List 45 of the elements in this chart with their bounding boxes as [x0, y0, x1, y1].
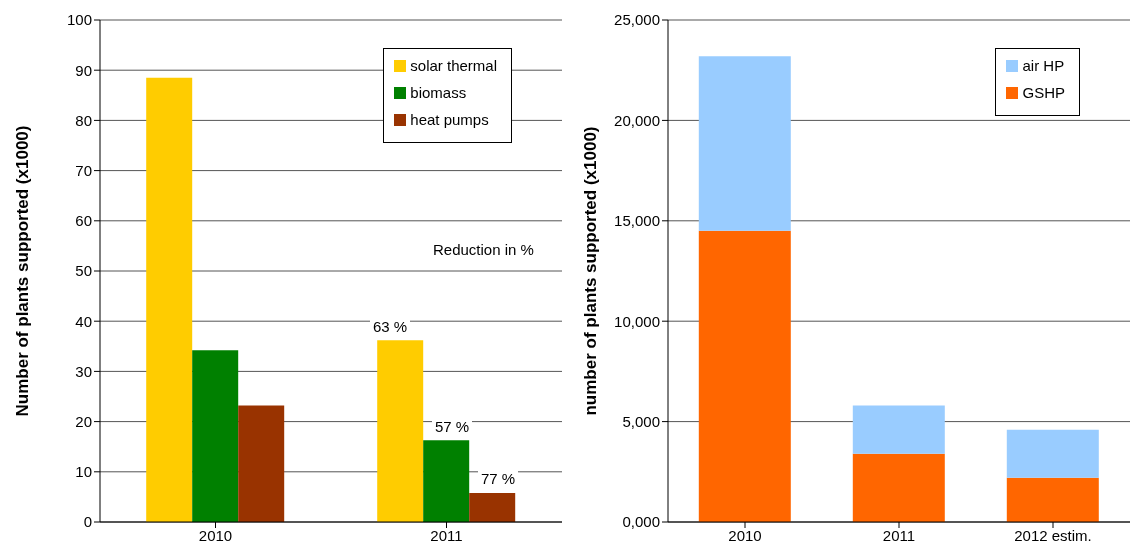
y-tick-label: 10 [75, 463, 92, 481]
x-tick-label: 2011 [882, 526, 916, 544]
y-axis-title: Number of plants supported (x1000) [13, 125, 33, 417]
bar [698, 56, 791, 231]
x-tick-label: 2010 [198, 526, 233, 544]
y-tick-label: 70 [75, 161, 92, 179]
legend-label: air HP [1022, 57, 1065, 74]
bar [1006, 429, 1099, 478]
y-tick-label: 90 [75, 61, 92, 79]
x-tick-label: 2010 [728, 526, 762, 544]
y-tick-label: 15,000 [614, 212, 660, 230]
y-tick-label: 30 [75, 362, 92, 380]
x-tick-label: 2011 [430, 526, 463, 544]
annotation: Reduction in % [430, 241, 537, 258]
y-tick-label: 80 [75, 111, 92, 129]
bar [238, 405, 285, 522]
y-tick-label: 20,000 [614, 111, 660, 129]
y-tick-label: 0,000 [622, 513, 660, 531]
legend-label: biomass [410, 84, 467, 101]
bar [852, 453, 945, 522]
y-tick-label: 20 [75, 412, 92, 430]
bar [469, 492, 516, 522]
y-tick-label: 60 [75, 212, 92, 230]
bar [192, 350, 239, 522]
bar [698, 230, 791, 522]
y-tick-label: 25,000 [614, 11, 660, 29]
annotation: 63 % [370, 318, 411, 335]
y-tick-label: 100 [66, 11, 92, 29]
bar [1006, 477, 1099, 522]
y-tick-label: 5,000 [622, 412, 660, 430]
x-tick-label: 2012 estim. [1014, 526, 1092, 544]
y-tick-label: 40 [75, 312, 92, 330]
legend-label: GSHP [1022, 84, 1065, 101]
bar [852, 405, 945, 454]
bar [423, 440, 470, 522]
annotation: 77 % [478, 470, 519, 487]
y-tick-label: 0 [83, 513, 92, 531]
y-tick-label: 10,000 [614, 312, 660, 330]
legend-label: heat pumps [410, 111, 489, 128]
bar [146, 77, 193, 522]
bar [377, 340, 424, 522]
y-axis-title: number of plants supported (x1000) [581, 126, 601, 416]
y-tick-label: 50 [75, 262, 92, 280]
legend-label: solar thermal [410, 57, 497, 74]
annotation: 57 % [432, 418, 473, 435]
